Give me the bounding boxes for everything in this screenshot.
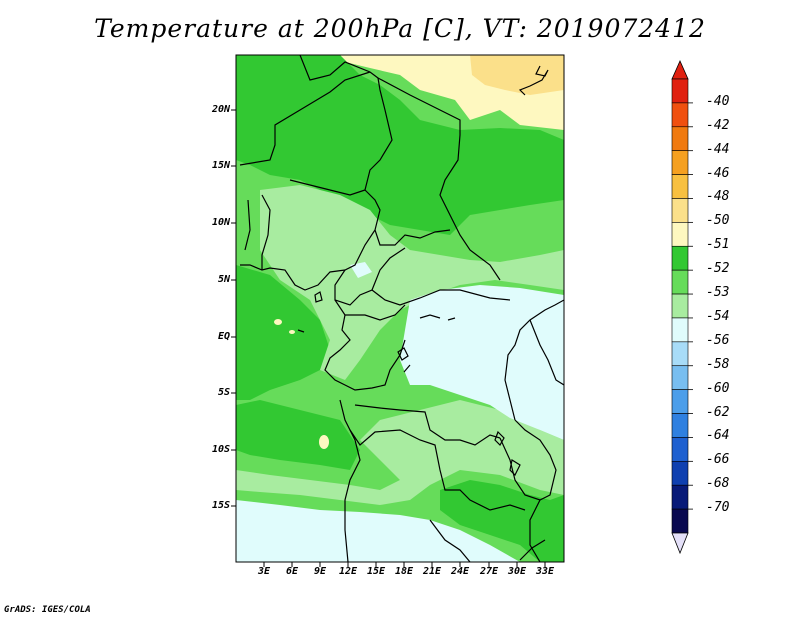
colorbar-label: -46 bbox=[706, 165, 730, 181]
lon-label-33e: 33E bbox=[535, 566, 555, 577]
lon-label-24e: 24E bbox=[450, 566, 470, 577]
colorbar-label: -52 bbox=[706, 261, 730, 277]
colorbar-swatch bbox=[671, 222, 689, 247]
colorbar-label: -42 bbox=[706, 117, 730, 133]
temperature-field bbox=[236, 55, 564, 562]
colorbar-label: -60 bbox=[706, 380, 730, 396]
contour-band-minus48 bbox=[470, 55, 564, 95]
colorbar-swatch bbox=[671, 389, 689, 414]
colorbar-label: -48 bbox=[706, 189, 730, 205]
colorbar-label: -50 bbox=[706, 213, 730, 229]
colorbar-bottom-arrow bbox=[671, 532, 689, 555]
lon-label-9e: 9E bbox=[313, 566, 327, 577]
contour-band-minus52-north bbox=[236, 55, 564, 235]
colorbar-swatch bbox=[671, 508, 689, 534]
colorbar-top-arrow bbox=[671, 60, 689, 80]
map-frame bbox=[235, 54, 565, 563]
colorbar-swatch bbox=[671, 174, 689, 199]
grads-credit: GrADS: IGES/COLA bbox=[4, 605, 91, 615]
lat-label-eq: EQ bbox=[217, 331, 230, 342]
colorbar-label: -64 bbox=[706, 428, 730, 444]
colorbar-swatch bbox=[671, 365, 689, 390]
colorbar-label: -40 bbox=[706, 93, 730, 109]
lat-label-15n: 15N bbox=[211, 160, 230, 171]
contour-band-minus54-east bbox=[400, 285, 564, 440]
colorbar-label: -44 bbox=[706, 141, 730, 157]
lon-label-15e: 15E bbox=[366, 566, 386, 577]
colorbar-swatch bbox=[671, 198, 689, 223]
colorbar-swatch bbox=[671, 150, 689, 175]
colorbar-label: -66 bbox=[706, 452, 730, 468]
colorbar-label: -56 bbox=[706, 332, 730, 348]
lon-label-6e: 6E bbox=[285, 566, 299, 577]
lat-label-20n: 20N bbox=[211, 104, 230, 115]
lon-label-3e: 3E bbox=[257, 566, 271, 577]
colorbar-label: -68 bbox=[706, 476, 730, 492]
longitude-ticks bbox=[263, 562, 546, 567]
colorbar-label: -62 bbox=[706, 404, 730, 420]
colorbar-swatch bbox=[671, 437, 689, 462]
colorbar-label: -54 bbox=[706, 308, 730, 324]
colorbar-swatch bbox=[671, 413, 689, 438]
colorbar-swatch bbox=[671, 102, 689, 128]
colorbar-swatch bbox=[671, 245, 689, 271]
colorbar-swatch bbox=[671, 126, 689, 151]
colorbar-swatch bbox=[671, 341, 689, 367]
colorbar-label: -70 bbox=[706, 500, 730, 516]
lat-label-10n: 10N bbox=[211, 217, 230, 228]
lat-label-10s: 10S bbox=[211, 444, 230, 455]
lat-label-5n: 5N bbox=[217, 274, 230, 285]
map-title: Temperature at 200hPa [C], VT: 201907241… bbox=[94, 14, 706, 43]
contour-band-minus52-southwest bbox=[236, 400, 360, 470]
lon-label-21e: 21E bbox=[422, 566, 442, 577]
contour-band-minus54-spot bbox=[350, 262, 372, 278]
latitude-ticks bbox=[231, 109, 236, 507]
lon-label-12e: 12E bbox=[338, 566, 358, 577]
colorbar-label: -53 bbox=[706, 285, 730, 301]
colorbar-swatch bbox=[671, 317, 689, 343]
colorbar-swatch bbox=[671, 269, 689, 295]
colorbar-swatch bbox=[671, 78, 689, 104]
lon-label-30e: 30E bbox=[507, 566, 527, 577]
colorbar-label: -58 bbox=[706, 356, 730, 372]
lat-label-5s: 5S bbox=[217, 387, 230, 398]
colorbar-swatch bbox=[671, 293, 689, 319]
lon-label-27e: 27E bbox=[479, 566, 499, 577]
colorbar-swatch bbox=[671, 461, 689, 486]
contour-band-minus53-central bbox=[260, 185, 564, 380]
colorbar bbox=[671, 60, 693, 555]
contour-band-minus52-west bbox=[236, 265, 330, 400]
contour-band-minus54-south bbox=[236, 500, 520, 562]
lon-label-18e: 18E bbox=[394, 566, 414, 577]
colorbar-swatch bbox=[671, 484, 689, 510]
country-borders bbox=[239, 55, 564, 562]
lat-label-15s: 15S bbox=[211, 500, 230, 511]
colorbar-label: -51 bbox=[706, 237, 730, 253]
contour-band-minus53-south bbox=[236, 400, 564, 505]
